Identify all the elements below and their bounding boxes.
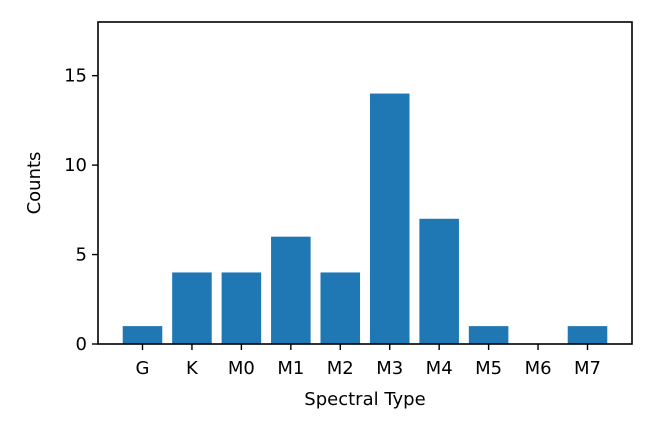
bar-g xyxy=(122,326,163,344)
y-axis-label: Counts xyxy=(24,152,45,215)
plot-frame xyxy=(97,21,633,345)
bar-m2 xyxy=(320,272,361,344)
x-axis-label: Spectral Type xyxy=(304,389,425,410)
x-ticks-group: G K M0 M1 M2 M3 M4 M5 M6 M7 xyxy=(136,344,601,379)
x-tick-label: M4 xyxy=(426,358,453,379)
y-ticks-group: 0 5 10 15 xyxy=(64,66,98,355)
x-tick-label: M5 xyxy=(475,358,502,379)
bar-m0 xyxy=(221,272,262,344)
y-tick-label: 15 xyxy=(64,66,87,87)
y-tick-label: 10 xyxy=(64,155,87,176)
x-tick-label: M0 xyxy=(228,358,255,379)
bar-k xyxy=(172,272,212,344)
bar-m7 xyxy=(567,326,608,344)
bar-m5 xyxy=(468,326,509,344)
x-tick-label: K xyxy=(186,358,199,379)
x-tick-label: M3 xyxy=(376,358,403,379)
x-tick-label: M1 xyxy=(277,358,304,379)
y-tick-label: 5 xyxy=(76,245,87,266)
bars-group xyxy=(122,93,608,344)
bar-m3 xyxy=(369,93,410,344)
y-tick-label: 0 xyxy=(76,334,87,355)
bar-m4 xyxy=(419,218,459,344)
x-tick-label: G xyxy=(136,358,150,379)
x-tick-label: M2 xyxy=(327,358,354,379)
bar-m1 xyxy=(271,236,311,344)
x-tick-label: M6 xyxy=(525,358,552,379)
x-tick-label: M7 xyxy=(574,358,601,379)
